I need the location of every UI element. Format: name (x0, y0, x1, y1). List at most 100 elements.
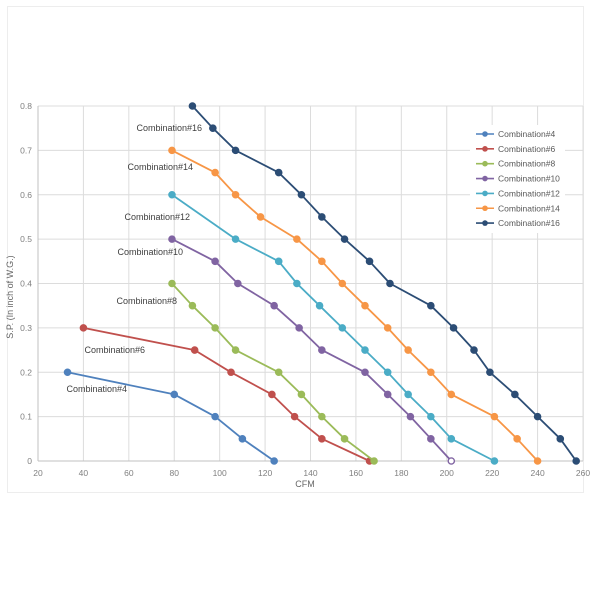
data-point-Combination#16[interactable] (274, 168, 283, 177)
legend-item-Combination#10[interactable]: Combination#10 (476, 174, 560, 184)
data-point-Combination#8[interactable] (318, 412, 326, 421)
data-point-Combination#10[interactable] (447, 457, 456, 465)
data-point-Combination#14[interactable] (361, 301, 369, 310)
data-point-Combination#14[interactable] (318, 257, 326, 266)
data-point-Combination#12[interactable] (427, 412, 435, 421)
data-point-Combination#8[interactable] (340, 435, 349, 443)
data-point-Combination#12[interactable] (338, 324, 347, 332)
legend-item-Combination#16[interactable]: Combination#16 (476, 218, 560, 228)
legend-item-Combination#8[interactable]: Combination#8 (476, 159, 555, 169)
data-point-Combination#14[interactable] (383, 324, 392, 332)
legend-marker-icon (482, 131, 488, 137)
data-point-Combination#10[interactable] (168, 235, 176, 243)
data-point-Combination#14[interactable] (338, 279, 347, 288)
data-point-Combination#4[interactable] (63, 368, 72, 377)
data-point-Combination#16[interactable] (318, 213, 326, 221)
data-point-Combination#16[interactable] (188, 102, 197, 110)
legend-marker-icon (482, 205, 488, 212)
data-point-Combination#8[interactable] (274, 368, 283, 377)
data-point-Combination#4[interactable] (211, 412, 219, 421)
data-point-Combination#14[interactable] (168, 146, 176, 155)
x-axis-title: CFM (295, 479, 315, 489)
data-point-Combination#14[interactable] (513, 435, 521, 443)
data-point-Combination#6[interactable] (79, 324, 88, 332)
data-point-Combination#16[interactable] (297, 190, 306, 199)
data-point-Combination#16[interactable] (533, 412, 542, 421)
data-point-Combination#16[interactable] (556, 435, 565, 443)
data-point-Combination#12[interactable] (231, 235, 240, 243)
data-point-Combination#16[interactable] (511, 390, 519, 399)
data-point-Combination#8[interactable] (168, 279, 176, 288)
data-point-Combination#10[interactable] (295, 324, 303, 332)
legend-item-Combination#4[interactable]: Combination#4 (476, 129, 555, 139)
data-point-Combination#6[interactable] (268, 390, 276, 399)
data-point-Combination#12[interactable] (447, 435, 456, 443)
data-point-Combination#10[interactable] (361, 368, 369, 377)
data-point-Combination#14[interactable] (533, 457, 542, 465)
data-point-Combination#14[interactable] (490, 412, 499, 421)
legend-item-Combination#12[interactable]: Combination#12 (476, 188, 560, 198)
legend-marker-icon (482, 175, 488, 182)
data-point-Combination#14[interactable] (404, 346, 412, 354)
data-point-Combination#16[interactable] (470, 346, 478, 354)
data-point-Combination#16[interactable] (386, 279, 394, 288)
data-point-Combination#10[interactable] (318, 346, 326, 354)
data-point-Combination#10[interactable] (383, 390, 392, 399)
data-point-Combination#10[interactable] (211, 257, 219, 266)
data-point-Combination#8[interactable] (231, 346, 240, 354)
data-point-Combination#4[interactable] (170, 390, 179, 399)
data-point-Combination#14[interactable] (293, 235, 301, 243)
data-point-Combination#16[interactable] (572, 457, 580, 465)
data-point-Combination#16[interactable] (365, 257, 374, 266)
data-point-Combination#8[interactable] (188, 301, 197, 310)
data-point-Combination#8[interactable] (297, 390, 306, 399)
data-point-Combination#10[interactable] (427, 435, 435, 443)
legend-label: Combination#4 (498, 129, 555, 139)
data-point-Combination#14[interactable] (447, 390, 456, 399)
x-tick-label-140: 140 (303, 468, 317, 478)
data-point-Combination#16[interactable] (209, 124, 217, 132)
data-point-Combination#10[interactable] (406, 412, 415, 421)
data-point-Combination#10[interactable] (270, 301, 278, 310)
data-point-Combination#16[interactable] (427, 301, 435, 310)
x-tick-label-100: 100 (213, 468, 227, 478)
series-line-Combination#12[interactable] (171, 194, 495, 462)
data-point-Combination#6[interactable] (190, 346, 199, 354)
series-label-Combination#10: Combination#10 (117, 247, 183, 257)
legend-item-Combination#14[interactable]: Combination#14 (476, 203, 560, 213)
data-point-Combination#14[interactable] (231, 190, 240, 199)
data-point-Combination#4[interactable] (238, 435, 247, 443)
data-point-Combination#8[interactable] (370, 457, 378, 465)
data-point-Combination#12[interactable] (293, 279, 301, 288)
data-point-Combination#12[interactable] (315, 301, 324, 310)
data-point-Combination#16[interactable] (231, 146, 240, 155)
data-point-Combination#12[interactable] (361, 346, 369, 354)
data-point-Combination#12[interactable] (274, 257, 283, 266)
legend-marker-icon (482, 220, 488, 226)
x-tick-label-260: 260 (576, 468, 590, 478)
y-tick-label-0.8: 0.8 (20, 101, 32, 111)
data-point-Combination#10[interactable] (234, 279, 242, 288)
legend-item-Combination#6[interactable]: Combination#6 (476, 144, 555, 154)
data-point-Combination#12[interactable] (490, 457, 499, 465)
data-point-Combination#12[interactable] (168, 190, 176, 199)
data-point-Combination#14[interactable] (211, 168, 219, 177)
legend-label: Combination#6 (498, 144, 555, 154)
x-tick-label-120: 120 (258, 468, 272, 478)
x-tick-label-80: 80 (170, 468, 180, 478)
x-tick-label-60: 60 (124, 468, 134, 478)
y-tick-label-0.2: 0.2 (20, 367, 32, 377)
data-point-Combination#6[interactable] (318, 435, 326, 443)
data-point-Combination#6[interactable] (227, 368, 235, 377)
data-point-Combination#8[interactable] (211, 324, 219, 332)
data-point-Combination#16[interactable] (486, 368, 494, 377)
data-point-Combination#12[interactable] (404, 390, 412, 399)
data-point-Combination#12[interactable] (383, 368, 392, 377)
data-point-Combination#16[interactable] (449, 324, 458, 332)
data-point-Combination#14[interactable] (427, 368, 435, 377)
data-point-Combination#14[interactable] (256, 213, 265, 221)
x-tick-label-40: 40 (79, 468, 89, 478)
data-point-Combination#4[interactable] (270, 457, 278, 465)
data-point-Combination#16[interactable] (340, 235, 349, 243)
data-point-Combination#6[interactable] (290, 412, 299, 421)
